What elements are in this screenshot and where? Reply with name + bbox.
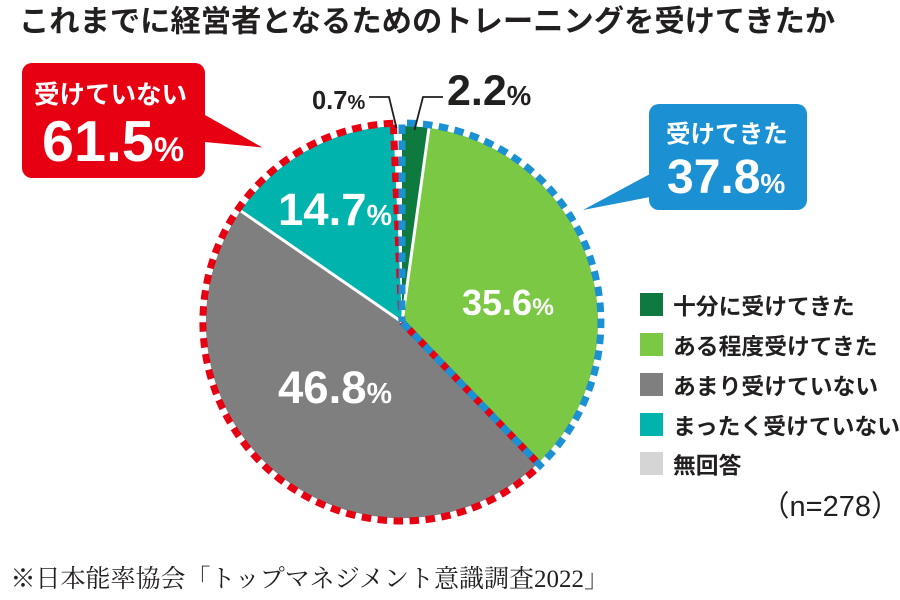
svg-text:35.6%: 35.6% [462, 282, 554, 323]
svg-text:0.7%: 0.7% [312, 87, 365, 115]
svg-text:無回答: 無回答 [673, 453, 742, 479]
svg-text:十分に受けてきた: 十分に受けてきた [673, 294, 855, 320]
svg-text:受けていない: 受けていない [34, 82, 187, 110]
svg-text:あまり受けていない: あまり受けていない [673, 374, 878, 400]
svg-text:（n=278）: （n=278） [761, 491, 900, 523]
svg-text:受けてきた: 受けてきた [666, 121, 788, 149]
svg-text:※日本能率協会「トップマネジメント意識調査2022」: ※日本能率協会「トップマネジメント意識調査2022」 [11, 565, 610, 593]
svg-text:まったく受けていない: まったく受けていない [673, 414, 900, 440]
svg-text:ある程度受けてきた: ある程度受けてきた [673, 334, 878, 360]
svg-text:これまでに経営者となるためのトレーニングを受けてきたか: これまでに経営者となるためのトレーニングを受けてきたか [19, 5, 835, 39]
